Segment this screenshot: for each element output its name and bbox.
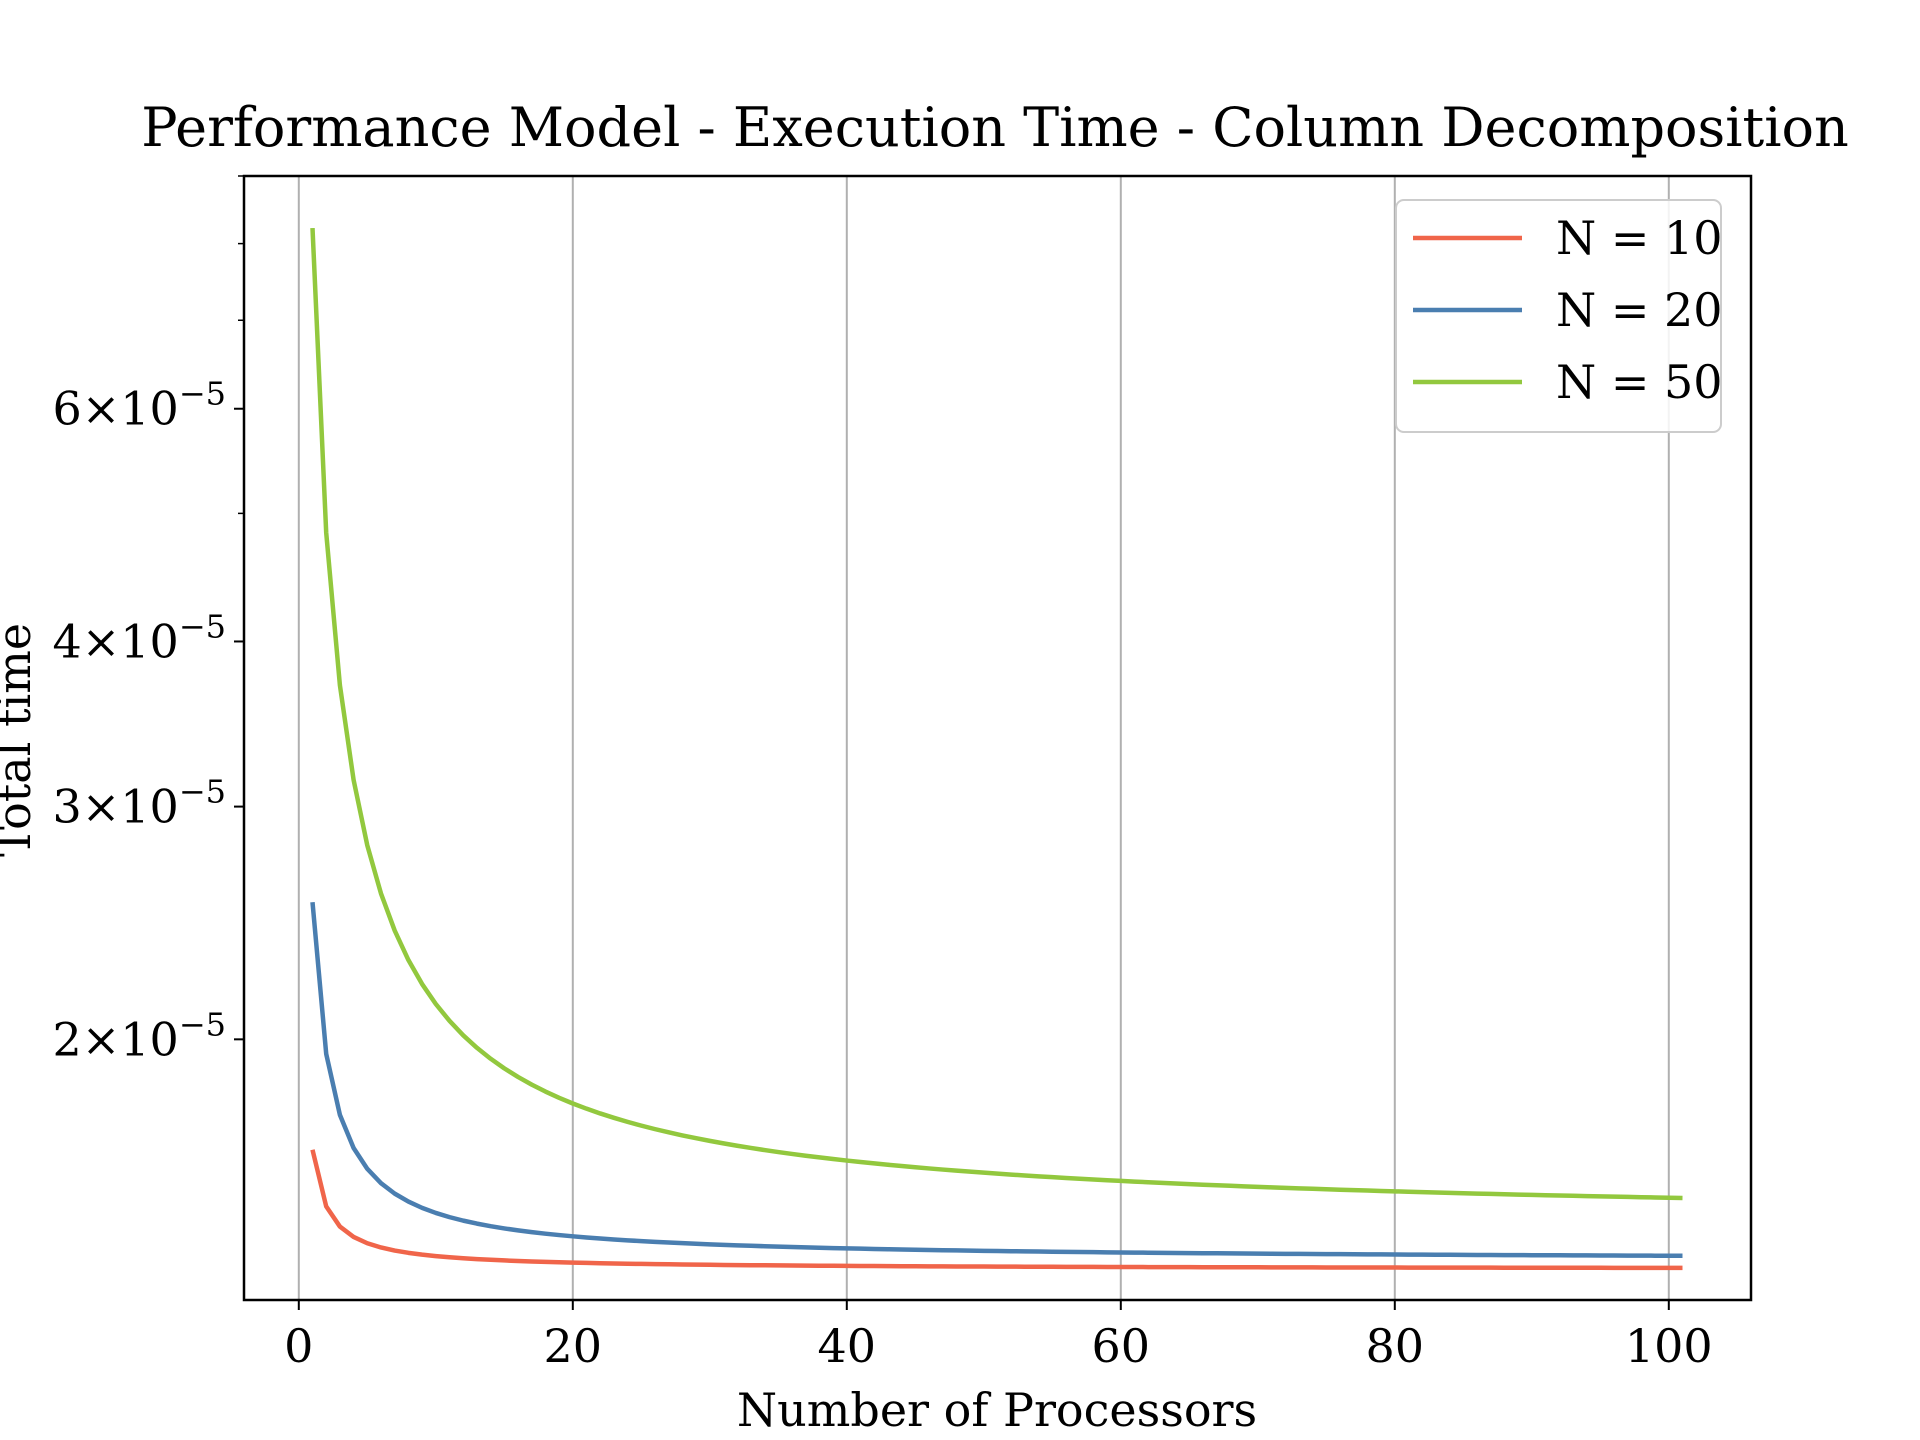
series-line-1 [310, 1149, 1683, 1271]
series-layer [310, 227, 1683, 1271]
y-tick-times: × [82, 1012, 121, 1066]
legend-label: N = 10 [1556, 211, 1723, 265]
legend-label: N = 20 [1556, 283, 1723, 337]
chart-title: Performance Model - Execution Time - Col… [141, 96, 1849, 159]
y-tick-label: 3×10−5 [52, 773, 226, 834]
x-axis: 0 20 40 60 80 100 [284, 1300, 1713, 1373]
x-tick-label: 0 [284, 1319, 313, 1373]
legend-label: N = 50 [1556, 355, 1723, 409]
x-tick-label: 100 [1625, 1319, 1713, 1373]
x-tick-label: 80 [1366, 1319, 1425, 1373]
y-tick-times: × [82, 614, 121, 668]
x-axis-label: Number of Processors [737, 1383, 1257, 1437]
x-tick-label: 60 [1092, 1319, 1151, 1373]
y-tick-label: 4×10−5 [52, 607, 226, 668]
y-tick-mantissa: 6 [52, 382, 81, 436]
legend: N = 10 N = 20 N = 50 [1395, 199, 1723, 433]
y-axis-label: Total time [0, 623, 41, 857]
y-tick-exponent: −5 [179, 1005, 226, 1043]
legend-box [1395, 199, 1722, 433]
x-tick-label: 20 [544, 1319, 603, 1373]
y-tick-times: × [82, 780, 121, 834]
y-tick-base: 10 [120, 614, 179, 668]
grid-layer [297, 176, 1670, 1300]
y-tick-exponent: −5 [179, 607, 226, 645]
y-tick-base: 10 [120, 382, 179, 436]
y-tick-mantissa: 4 [52, 614, 81, 668]
y-tick-exponent: −5 [179, 375, 226, 413]
plot-frame [242, 174, 1753, 1302]
y-tick-base: 10 [120, 1012, 179, 1066]
y-tick-exponent: −5 [179, 773, 226, 811]
y-tick-mantissa: 2 [52, 1012, 81, 1066]
y-tick-label: 2×10−5 [52, 1005, 226, 1066]
y-tick-times: × [82, 382, 121, 436]
x-tick-label: 40 [818, 1319, 877, 1373]
y-tick-mantissa: 3 [52, 780, 81, 834]
y-tick-base: 10 [120, 780, 179, 834]
y-axis: 2×10−53×10−54×10−56×10−5 [52, 175, 244, 1066]
series-line-3 [310, 227, 1683, 1201]
y-tick-label: 6×10−5 [52, 375, 226, 436]
series-line-2 [310, 901, 1683, 1259]
